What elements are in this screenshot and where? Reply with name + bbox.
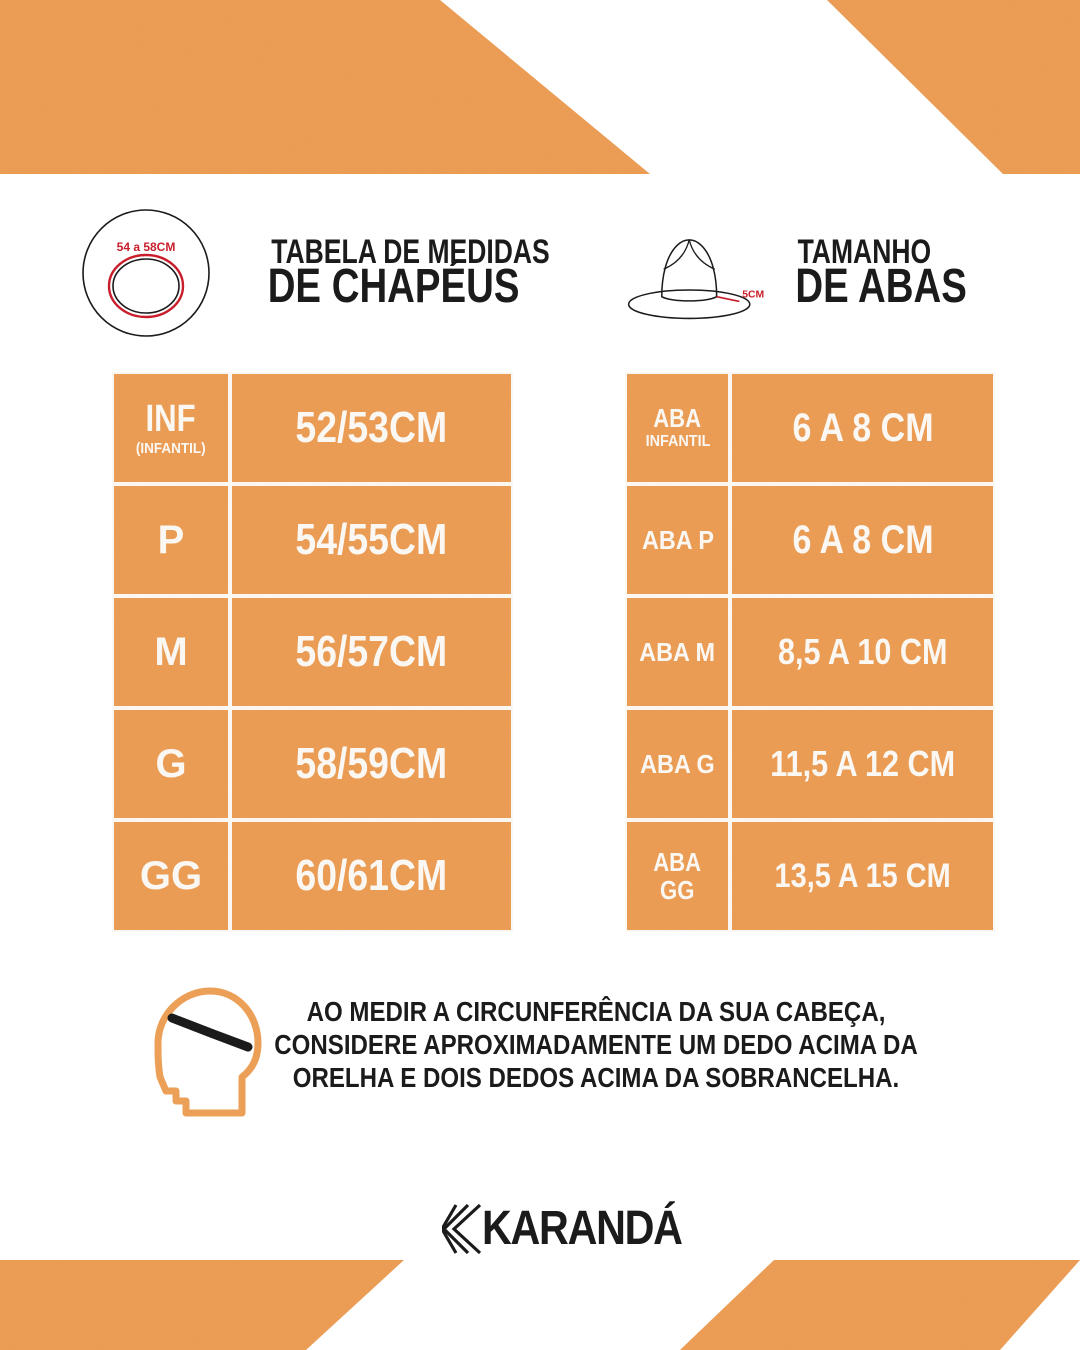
svg-text:54 a 58CM: 54 a 58CM — [117, 240, 176, 254]
svg-text:5CM: 5CM — [742, 290, 764, 301]
